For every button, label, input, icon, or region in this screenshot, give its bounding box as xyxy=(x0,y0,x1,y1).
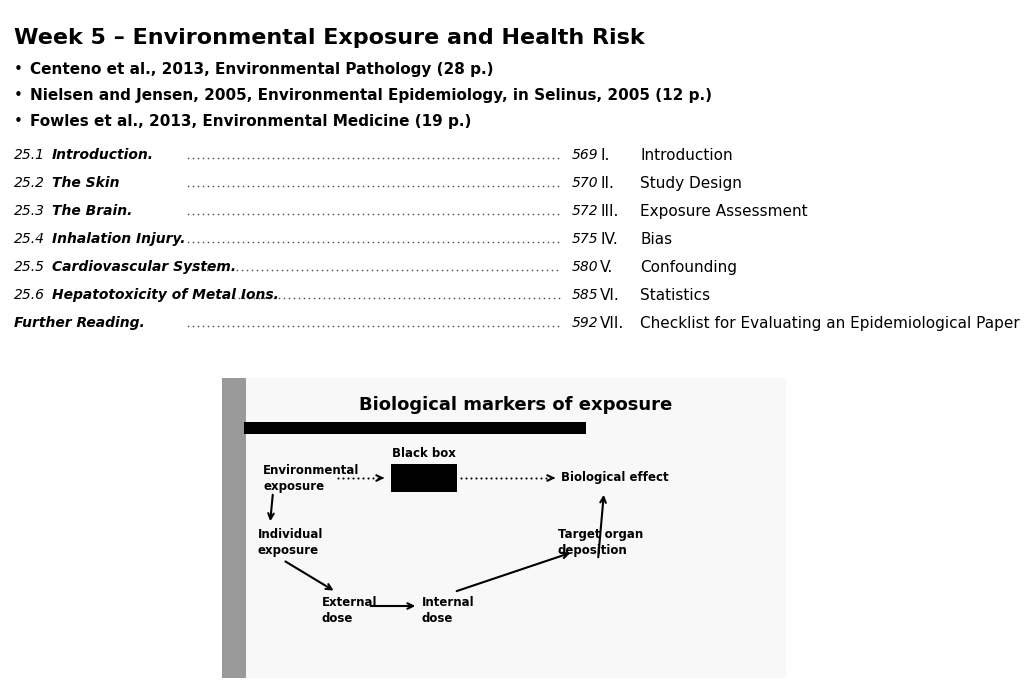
Text: III.: III. xyxy=(600,204,618,219)
Text: Centeno et al., 2013, Environmental Pathology (28 p.): Centeno et al., 2013, Environmental Path… xyxy=(30,62,494,77)
Text: The Skin: The Skin xyxy=(52,176,120,190)
Text: Inhalation Injury.: Inhalation Injury. xyxy=(52,232,185,246)
Text: 569: 569 xyxy=(572,148,599,162)
Text: I.: I. xyxy=(600,148,609,163)
Text: Cardiovascular System.: Cardiovascular System. xyxy=(52,260,237,274)
Text: 580: 580 xyxy=(572,260,599,274)
Text: Bias: Bias xyxy=(640,232,672,247)
Text: V.: V. xyxy=(600,260,613,275)
Text: II.: II. xyxy=(600,176,613,191)
Text: 25.4: 25.4 xyxy=(14,232,45,246)
Text: Biological markers of exposure: Biological markers of exposure xyxy=(359,396,673,414)
Text: 25.5: 25.5 xyxy=(14,260,45,274)
Text: Black box: Black box xyxy=(392,447,456,460)
Text: Environmental
exposure: Environmental exposure xyxy=(263,464,359,493)
Text: Introduction: Introduction xyxy=(640,148,732,163)
Text: Checklist for Evaluating an Epidemiological Paper: Checklist for Evaluating an Epidemiologi… xyxy=(640,316,1020,331)
Text: Nielsen and Jensen, 2005, Environmental Epidemiology, in Selinus, 2005 (12 p.): Nielsen and Jensen, 2005, Environmental … xyxy=(30,88,712,103)
Text: 572: 572 xyxy=(572,204,599,218)
Text: Confounding: Confounding xyxy=(640,260,737,275)
Bar xyxy=(246,378,786,678)
Bar xyxy=(391,464,457,492)
Text: VII.: VII. xyxy=(600,316,625,331)
Text: 25.3: 25.3 xyxy=(14,204,45,218)
Text: 575: 575 xyxy=(572,232,599,246)
Text: 25.1: 25.1 xyxy=(14,148,45,162)
Text: Study Design: Study Design xyxy=(640,176,741,191)
Text: Internal
dose: Internal dose xyxy=(422,596,475,625)
Text: Hepatotoxicity of Metal Ions.: Hepatotoxicity of Metal Ions. xyxy=(52,288,279,302)
Text: Exposure Assessment: Exposure Assessment xyxy=(640,204,808,219)
Text: Biological effect: Biological effect xyxy=(561,471,669,484)
Text: Fowles et al., 2013, Environmental Medicine (19 p.): Fowles et al., 2013, Environmental Medic… xyxy=(30,114,471,129)
Text: Introduction.: Introduction. xyxy=(52,148,154,162)
Text: Week 5 – Environmental Exposure and Health Risk: Week 5 – Environmental Exposure and Heal… xyxy=(14,28,645,48)
Text: The Brain.: The Brain. xyxy=(52,204,132,218)
Text: Further Reading.: Further Reading. xyxy=(14,316,144,330)
Text: Individual
exposure: Individual exposure xyxy=(258,528,324,557)
Text: External
dose: External dose xyxy=(322,596,378,625)
Bar xyxy=(244,422,586,434)
Text: 25.2: 25.2 xyxy=(14,176,45,190)
Text: •: • xyxy=(14,114,23,129)
Text: 25.6: 25.6 xyxy=(14,288,45,302)
Text: Target organ
deposition: Target organ deposition xyxy=(558,528,643,557)
Text: 592: 592 xyxy=(572,316,599,330)
Text: IV.: IV. xyxy=(600,232,617,247)
Text: 570: 570 xyxy=(572,176,599,190)
Text: VI.: VI. xyxy=(600,288,620,303)
Text: 585: 585 xyxy=(572,288,599,302)
Text: •: • xyxy=(14,62,23,77)
Bar xyxy=(222,378,246,678)
Text: •: • xyxy=(14,88,23,103)
Text: Statistics: Statistics xyxy=(640,288,710,303)
